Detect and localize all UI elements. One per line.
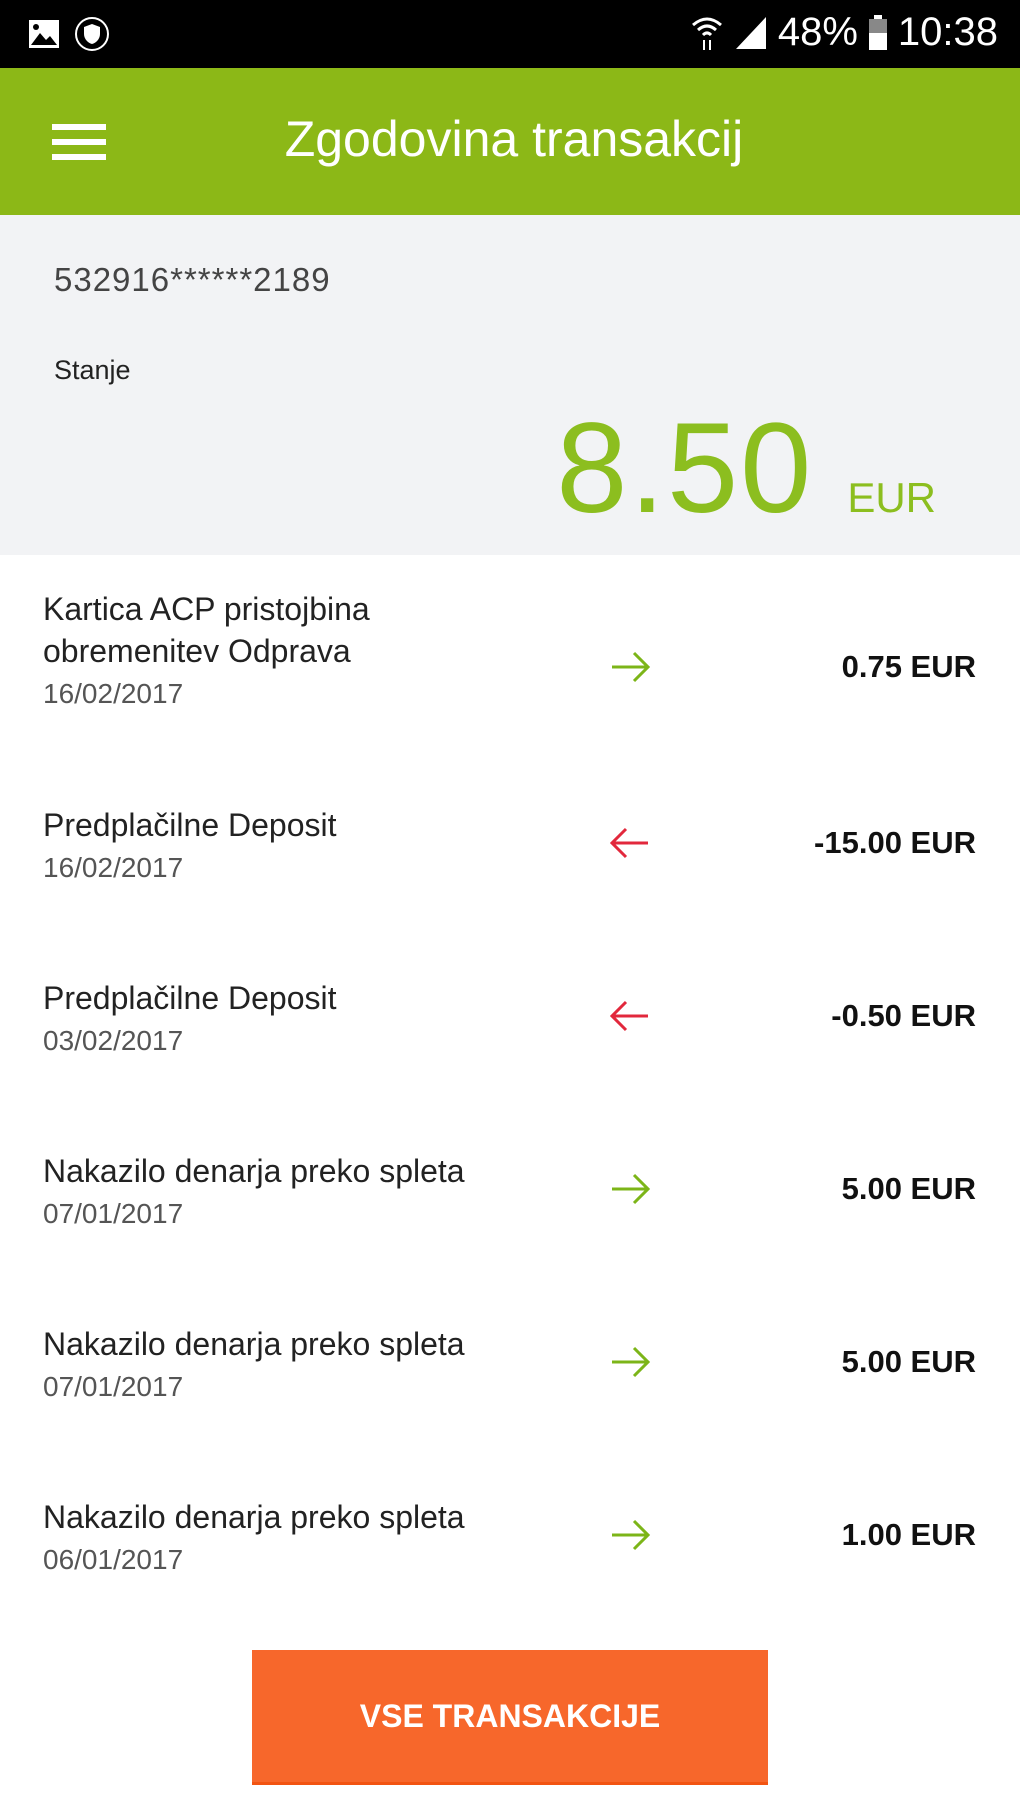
signal-icon <box>735 16 766 49</box>
transaction-row[interactable]: Nakazilo denarja preko spleta 07/01/2017 … <box>0 1323 1020 1473</box>
battery-percent: 48% <box>777 10 858 54</box>
transaction-row[interactable]: Predplačilne Deposit 03/02/2017 -0.50 EUR <box>0 977 1020 1127</box>
shield-icon <box>75 17 109 51</box>
arrow-right-icon <box>612 1519 651 1551</box>
battery-icon <box>868 14 887 50</box>
transaction-amount: -0.50 EUR <box>831 998 976 1033</box>
image-icon <box>29 20 59 48</box>
transaction-date: 16/02/2017 <box>43 852 184 883</box>
all-transactions-button[interactable]: VSE TRANSAKCIJE <box>252 1650 768 1785</box>
transaction-title: Nakazilo denarja preko spleta <box>43 1326 465 1362</box>
arrow-right-icon <box>612 651 651 683</box>
arrow-left-icon <box>609 1000 648 1032</box>
transaction-date: 16/02/2017 <box>43 678 184 709</box>
page-title: Zgodovina transakcij <box>284 111 744 167</box>
clock: 10:38 <box>897 10 998 54</box>
transaction-amount: 5.00 EUR <box>841 1171 976 1206</box>
arrow-left-icon <box>609 827 648 859</box>
transaction-amount: 0.75 EUR <box>841 649 976 684</box>
transaction-date: 03/02/2017 <box>43 1025 184 1056</box>
transaction-title: Predplačilne Deposit <box>43 807 337 843</box>
arrow-right-icon <box>612 1346 651 1378</box>
transaction-row[interactable]: Kartica ACP pristojbina obremenitev Odpr… <box>0 588 1020 738</box>
transaction-amount: 1.00 EUR <box>841 1517 976 1552</box>
balance-amount: 8.50 <box>556 397 814 540</box>
balance-currency: EUR <box>847 474 936 521</box>
arrow-right-icon <box>612 1173 651 1205</box>
wifi-icon <box>691 17 722 50</box>
balance-label: Stanje <box>54 355 131 385</box>
transaction-date: 07/01/2017 <box>43 1371 184 1402</box>
card-number: 532916******2189 <box>54 261 331 298</box>
transaction-amount: -15.00 EUR <box>814 825 976 860</box>
transaction-title: Nakazilo denarja preko spleta <box>43 1153 465 1189</box>
transaction-amount: 5.00 EUR <box>841 1344 976 1379</box>
transaction-row[interactable]: Predplačilne Deposit 16/02/2017 -15.00 EU… <box>0 804 1020 954</box>
status-bar: 48% 10:38 <box>0 0 1020 68</box>
transaction-date: 06/01/2017 <box>43 1544 184 1575</box>
transaction-title: Nakazilo denarja preko spleta <box>43 1499 465 1535</box>
hamburger-icon[interactable] <box>52 124 106 160</box>
transaction-row[interactable]: Nakazilo denarja preko spleta 07/01/2017 … <box>0 1150 1020 1300</box>
transaction-row[interactable]: Nakazilo denarja preko spleta 06/01/2017 … <box>0 1496 1020 1646</box>
transaction-title: Predplačilne Deposit <box>43 980 337 1016</box>
app-bar: Zgodovina transakcij <box>0 68 1020 215</box>
balance: 8.50 EUR <box>556 395 936 542</box>
account-summary: 532916******2189 Stanje 8.50 EUR <box>0 215 1020 555</box>
transaction-title: Kartica ACP pristojbina obremenitev Odpr… <box>43 591 370 669</box>
transaction-date: 07/01/2017 <box>43 1198 184 1229</box>
